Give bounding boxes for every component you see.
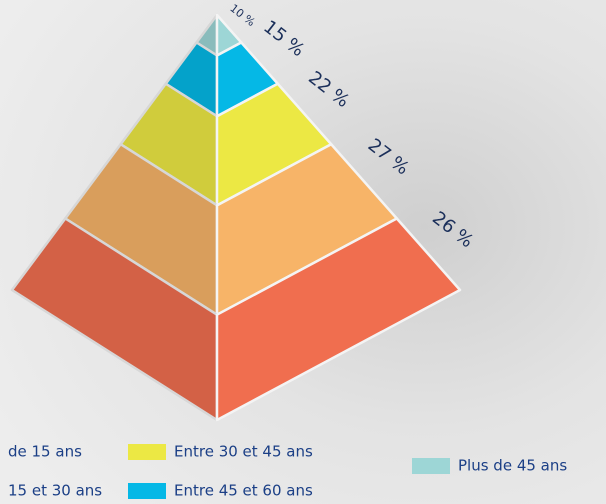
legend-label: de 15 ans <box>8 443 82 461</box>
legend-swatch <box>128 483 166 499</box>
legend-label: Plus de 45 ans <box>458 457 567 475</box>
legend-label: Entre 30 et 45 ans <box>174 443 313 461</box>
legend-swatch <box>128 444 166 460</box>
pyramid-layer-right <box>215 217 462 422</box>
legend-label: Entre 45 et 60 ans <box>174 482 313 500</box>
legend-swatch <box>412 458 450 474</box>
legend-label: 15 et 30 ans <box>8 482 102 500</box>
